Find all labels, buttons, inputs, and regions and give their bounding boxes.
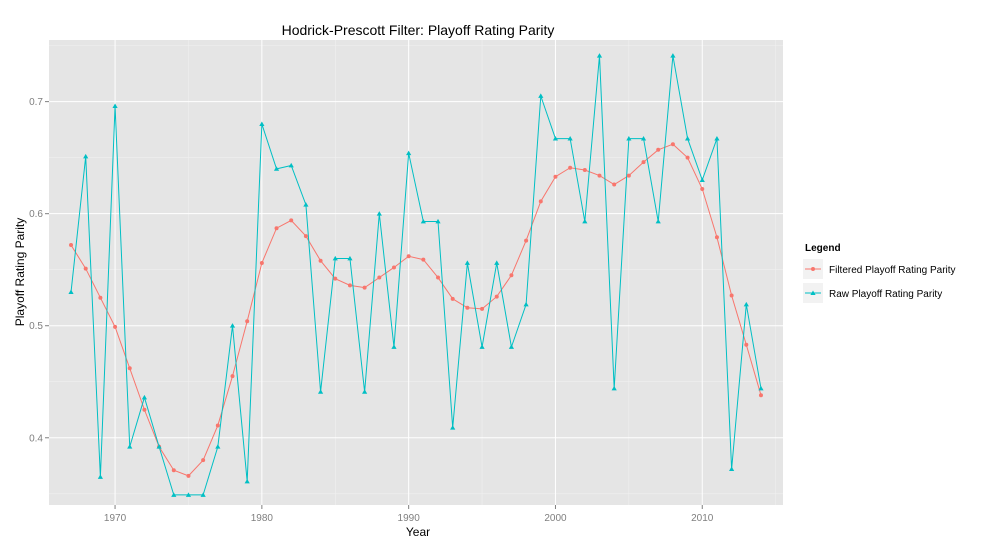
data-point-filtered xyxy=(686,156,690,160)
data-point-filtered xyxy=(656,148,660,152)
x-tick-label: 1980 xyxy=(251,513,274,524)
data-point-filtered xyxy=(128,366,132,370)
legend-label-raw: Raw Playoff Rating Parity xyxy=(829,289,942,300)
y-tick-label: 0.4 xyxy=(29,433,43,444)
x-tick-label: 1990 xyxy=(398,513,421,524)
y-axis-title: Playoff Rating Parity xyxy=(13,218,27,327)
data-point-filtered xyxy=(333,277,337,281)
data-point-filtered xyxy=(715,235,719,239)
legend-label-filtered: Filtered Playoff Rating Parity xyxy=(829,265,956,276)
data-point-filtered xyxy=(465,306,469,310)
data-point-filtered xyxy=(348,283,352,287)
y-tick-label: 0.7 xyxy=(29,97,43,108)
data-point-filtered xyxy=(201,458,205,462)
data-point-filtered xyxy=(186,474,190,478)
data-point-filtered xyxy=(289,218,293,222)
data-point-filtered xyxy=(275,226,279,230)
data-point-filtered xyxy=(480,307,484,311)
data-point-filtered xyxy=(421,258,425,262)
data-point-filtered xyxy=(84,267,88,271)
data-point-filtered xyxy=(172,468,176,472)
data-point-filtered xyxy=(142,408,146,412)
data-point-filtered xyxy=(553,175,557,179)
data-point-filtered xyxy=(451,297,455,301)
data-point-filtered xyxy=(260,261,264,265)
legend-marker-filtered xyxy=(811,267,815,271)
data-point-filtered xyxy=(113,325,117,329)
data-point-filtered xyxy=(245,319,249,323)
data-point-filtered xyxy=(700,187,704,191)
data-point-filtered xyxy=(627,174,631,178)
data-point-filtered xyxy=(759,393,763,397)
data-point-filtered xyxy=(216,423,220,427)
data-point-filtered xyxy=(524,239,528,243)
x-tick-label: 2010 xyxy=(691,513,714,524)
data-point-filtered xyxy=(304,234,308,238)
chart-title: Hodrick-Prescott Filter: Playoff Rating … xyxy=(282,22,555,38)
data-point-filtered xyxy=(539,199,543,203)
data-point-filtered xyxy=(744,343,748,347)
data-point-filtered xyxy=(568,166,572,170)
x-tick-label: 2000 xyxy=(544,513,567,524)
data-point-filtered xyxy=(583,168,587,172)
data-point-filtered xyxy=(377,276,381,280)
data-point-filtered xyxy=(671,142,675,146)
data-point-filtered xyxy=(69,243,73,247)
data-point-filtered xyxy=(98,296,102,300)
data-point-filtered xyxy=(495,295,499,299)
plot-panel xyxy=(49,40,783,505)
data-point-filtered xyxy=(642,160,646,164)
data-point-filtered xyxy=(231,374,235,378)
legend: Legend Filtered Playoff Rating Parity Ra… xyxy=(803,243,956,303)
data-point-filtered xyxy=(407,254,411,258)
data-point-filtered xyxy=(392,265,396,269)
data-point-filtered xyxy=(612,183,616,187)
data-point-filtered xyxy=(363,286,367,290)
data-point-filtered xyxy=(319,259,323,263)
x-tick-label: 1970 xyxy=(104,513,127,524)
data-point-filtered xyxy=(509,273,513,277)
data-point-filtered xyxy=(436,276,440,280)
x-axis-title: Year xyxy=(406,525,430,539)
data-point-filtered xyxy=(598,174,602,178)
legend-title: Legend xyxy=(805,243,841,254)
data-point-filtered xyxy=(730,293,734,297)
y-tick-label: 0.5 xyxy=(29,321,43,332)
y-tick-label: 0.6 xyxy=(29,209,43,220)
